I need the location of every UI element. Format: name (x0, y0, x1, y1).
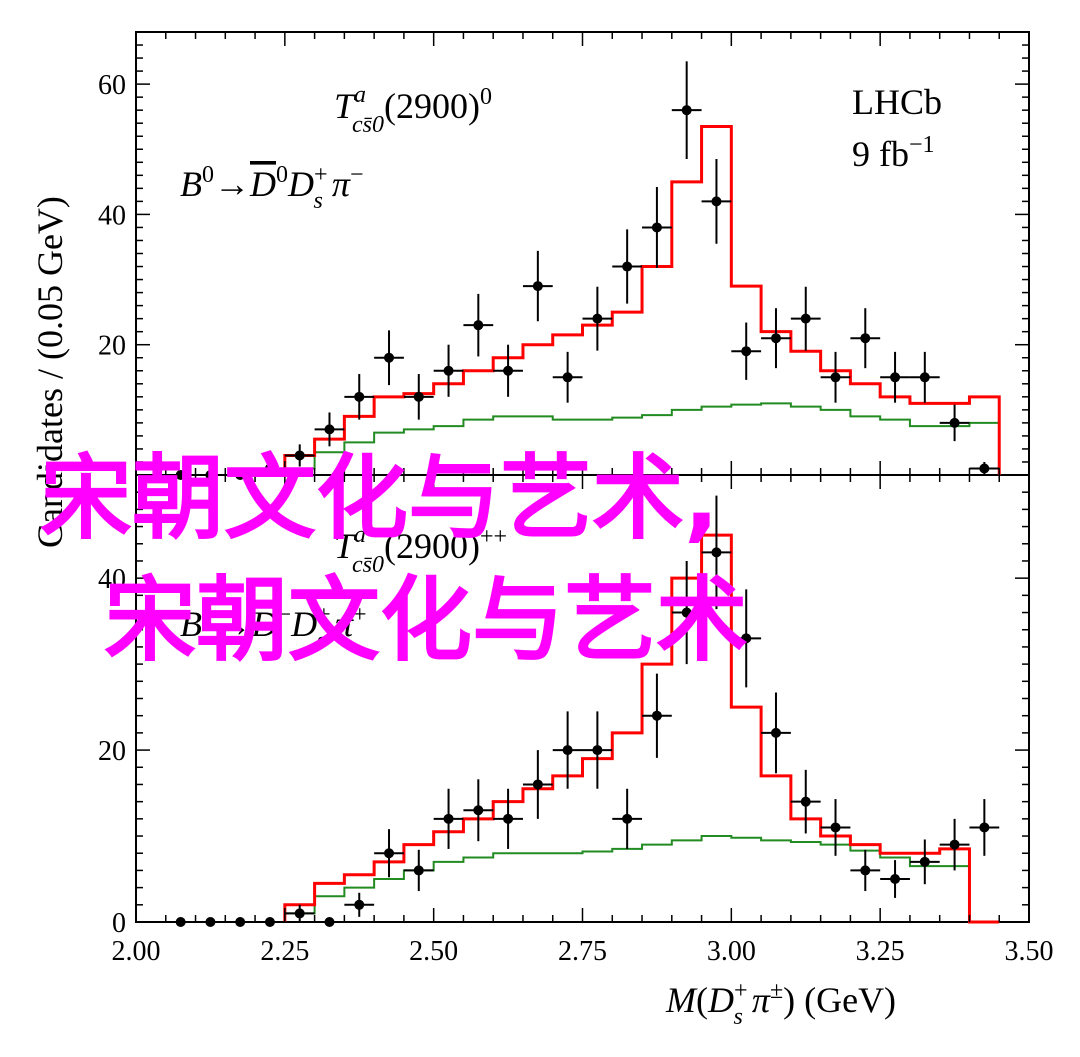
data-point (324, 424, 335, 435)
data-point (592, 745, 603, 756)
x-tick-label: 2.75 (558, 936, 607, 967)
data-point (205, 470, 216, 480)
data-point (860, 333, 871, 344)
bottom-panel-plot (165, 495, 1000, 927)
data-point (175, 470, 186, 480)
y-tick-label: 40 (98, 200, 126, 231)
data-point (800, 313, 811, 324)
data-point (830, 372, 841, 383)
y-tick-label: 20 (98, 331, 126, 362)
data-point (235, 470, 246, 480)
data-point (413, 391, 424, 402)
data-point (741, 346, 752, 357)
data-point (592, 313, 603, 324)
data-point (622, 261, 633, 272)
data-point (711, 547, 722, 558)
experiment-label: LHCb (852, 82, 942, 122)
data-point (890, 372, 901, 383)
data-point (741, 633, 752, 644)
data-point (413, 865, 424, 876)
x-tick-label: 2.25 (260, 936, 309, 967)
overlay-text-line1: 宋朝文化与艺术, (40, 445, 719, 552)
data-point (473, 805, 484, 816)
top-title-particle: Ta cs̄0(2900)0 (334, 82, 492, 138)
data-point (651, 222, 662, 233)
data-point (919, 372, 930, 383)
data-point (354, 899, 365, 910)
overlay-text-line2: 宋朝文化与艺术 (104, 567, 748, 674)
y-axis-label: Candidates / (0.05 GeV) (30, 196, 70, 548)
data-point (979, 463, 990, 474)
data-point (473, 320, 484, 331)
data-point (622, 813, 633, 824)
data-point (979, 822, 990, 833)
data-point (860, 865, 871, 876)
bottom-decay-label: B+→D−D+ s π+ (180, 602, 367, 654)
data-point (890, 874, 901, 885)
y-tick-label: 0 (112, 908, 126, 939)
top-decay-label: B0→D0D+ s π− (180, 162, 363, 214)
data-point (235, 917, 246, 927)
data-point (800, 796, 811, 807)
data-point (949, 417, 960, 428)
data-point (562, 372, 573, 383)
data-point (324, 917, 335, 927)
data-point (503, 365, 514, 376)
data-point (264, 917, 275, 927)
x-tick-label: 3.25 (856, 936, 905, 967)
y-tick-label: 40 (98, 564, 126, 595)
luminosity-label: 9 fb−1 (852, 132, 935, 174)
data-point (443, 365, 454, 376)
data-point (205, 917, 216, 927)
data-point (354, 391, 365, 402)
data-point (264, 463, 275, 474)
data-point (384, 352, 395, 363)
x-tick-label: 2.00 (112, 936, 161, 967)
x-tick-label: 3.50 (1005, 936, 1054, 967)
data-point (681, 607, 692, 618)
data-point (443, 813, 454, 824)
y-tick-label: 60 (98, 70, 126, 101)
x-tick-label: 3.00 (707, 936, 756, 967)
data-point (770, 333, 781, 344)
data-point (503, 813, 514, 824)
bottom-title-particle: Ta cs̄0(2900)++ (334, 522, 507, 578)
data-point (384, 848, 395, 859)
data-point (532, 281, 543, 292)
data-point (294, 908, 305, 919)
y-tick-label: 20 (98, 736, 126, 767)
data-point (919, 856, 930, 867)
total-fit-line (283, 533, 1000, 924)
data-point (175, 917, 186, 927)
axes-ticks: 20 40 60 0 20 40 2.00 2.25 2.50 2.75 3.00 3.25 3.50 (98, 31, 1054, 967)
data-point (532, 779, 543, 790)
data-point (651, 710, 662, 721)
background-fit-line (283, 402, 1001, 475)
data-point (949, 839, 960, 850)
x-tick-label: 2.50 (409, 936, 458, 967)
data-point (562, 745, 573, 756)
data-point (294, 450, 305, 461)
top-panel-plot (165, 61, 1001, 480)
total-fit-line (283, 124, 1001, 475)
x-axis-label: M(D+ s π±) (GeV) (665, 978, 896, 1030)
data-point (681, 105, 692, 116)
data-point (711, 196, 722, 207)
data-point (770, 727, 781, 738)
data-point (830, 822, 841, 833)
